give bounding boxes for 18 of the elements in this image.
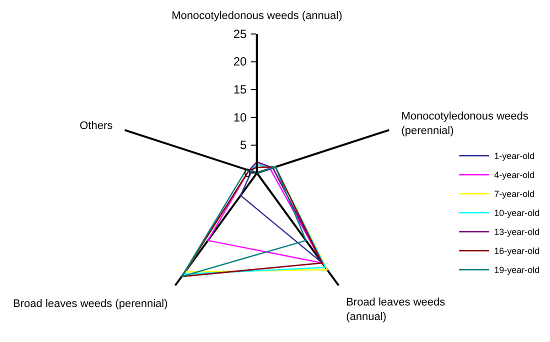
legend-label: 4-year-old bbox=[494, 170, 535, 180]
legend-label: 19-year-old bbox=[494, 265, 540, 276]
spoke-label: Monocotyledonous weeds (perennial) bbox=[401, 110, 529, 138]
legend-label: 13-year-old bbox=[494, 227, 540, 238]
legend-label: 7-year-old bbox=[494, 189, 535, 200]
y-tick-label: 25 bbox=[233, 26, 248, 41]
legend-label: 16-year-old bbox=[494, 246, 540, 256]
y-tick-label: 20 bbox=[233, 54, 248, 69]
spoke-label: Monocotyledonous weeds (annual) bbox=[172, 10, 342, 22]
spoke-label: Broad leaves weeds (perennial) bbox=[13, 298, 168, 310]
y-tick-label: 0 bbox=[244, 166, 251, 180]
legend-label: 10-year-old bbox=[494, 208, 540, 218]
spoke-label: Others bbox=[80, 120, 114, 132]
legend-label: 1-year-old bbox=[494, 151, 535, 162]
y-tick-label: 5 bbox=[240, 138, 248, 152]
y-tick-label: 10 bbox=[233, 110, 248, 124]
spoke-label: Broad leaves weeds (annual) bbox=[346, 296, 446, 323]
y-tick-label: 15 bbox=[233, 82, 248, 96]
